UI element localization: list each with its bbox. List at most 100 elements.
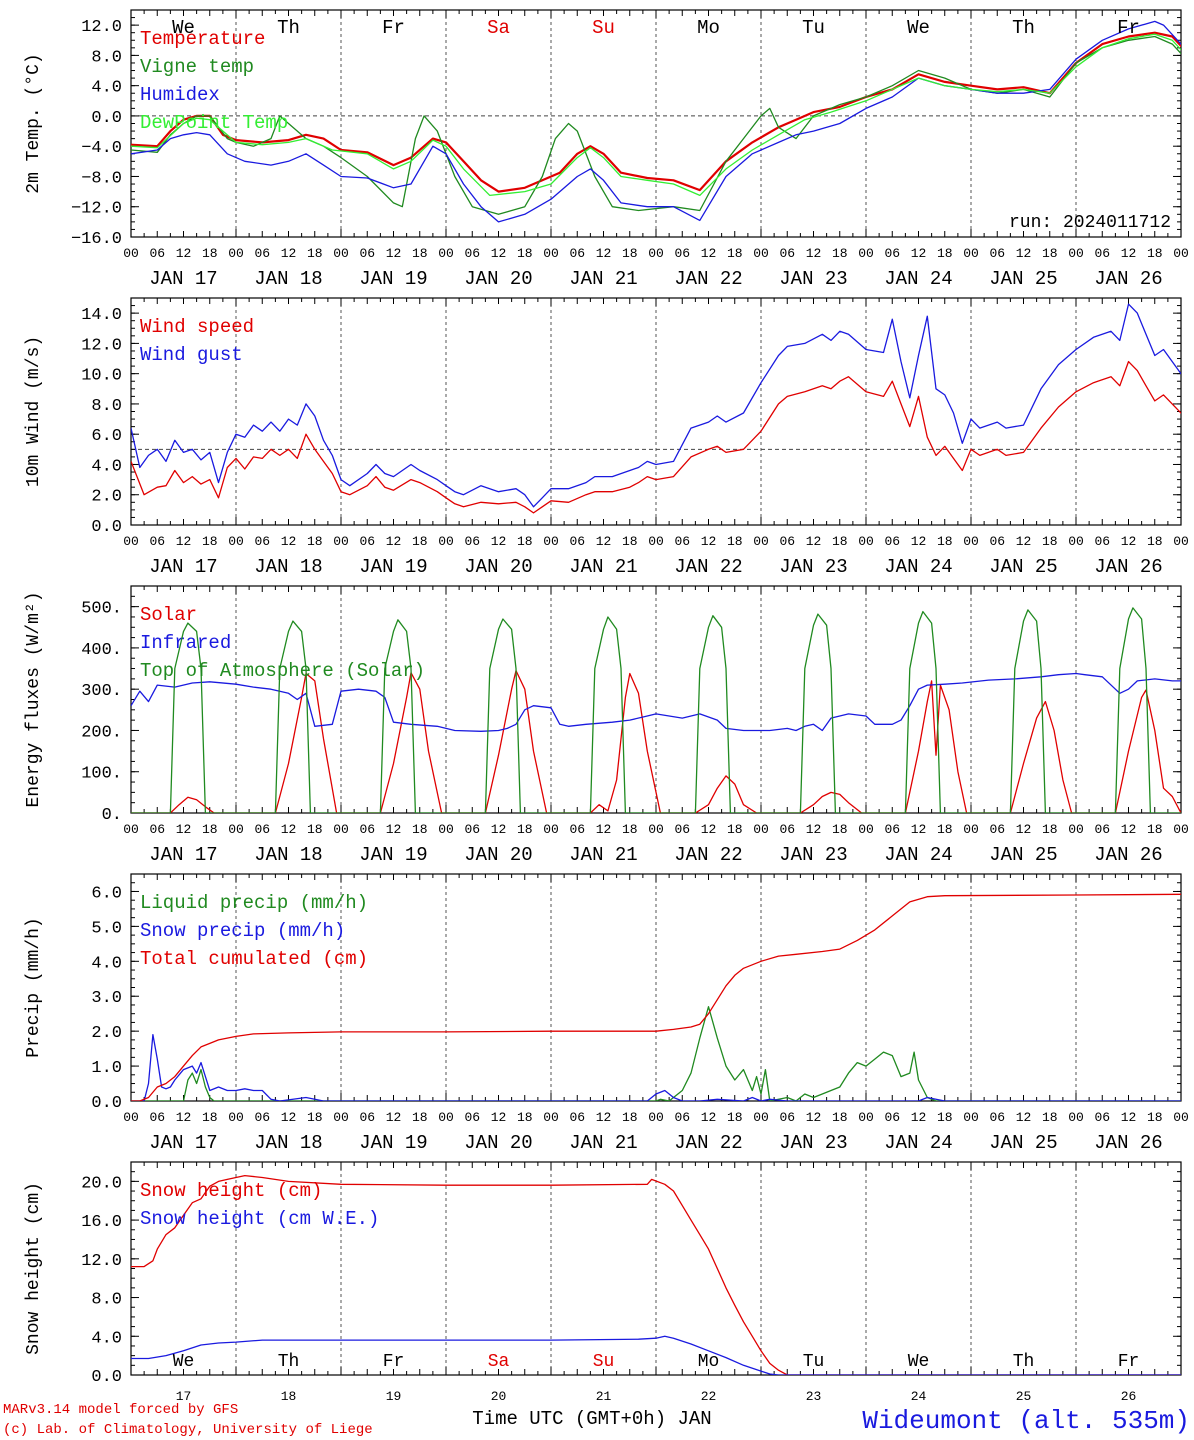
y-tick-label: 0.0 <box>91 1094 122 1113</box>
hour-tick-label: 06 <box>254 246 270 261</box>
series-line-2 <box>131 35 1181 215</box>
y-axis-label: Energy fluxes (W/m²) <box>24 591 44 807</box>
hour-tick-label: 12 <box>281 822 297 837</box>
y-tick-label: 100. <box>81 765 122 784</box>
hour-tick-label: 00 <box>1068 534 1084 549</box>
day-number-label: 21 <box>596 1389 612 1404</box>
hour-tick-label: 12 <box>1016 822 1032 837</box>
hour-tick-label: 12 <box>596 534 612 549</box>
weekday-label: Th <box>277 17 300 39</box>
weekday-label: Tu <box>802 17 825 39</box>
legend-entry-3: Total cumulated (cm) <box>140 948 368 970</box>
y-tick-label: 4.0 <box>91 457 122 476</box>
y-tick-label: 500. <box>81 600 122 619</box>
hour-tick-label: 00 <box>438 822 454 837</box>
hour-tick-label: 06 <box>884 534 900 549</box>
hour-tick-label: 00 <box>333 822 349 837</box>
y-tick-label: 0.0 <box>91 518 122 537</box>
y-axis-label: 10m Wind (m/s) <box>24 336 44 487</box>
hour-tick-label: 00 <box>228 246 244 261</box>
hour-tick-label: 12 <box>1121 1110 1137 1125</box>
hour-tick-label: 06 <box>884 1110 900 1125</box>
day-label: JAN 20 <box>464 556 532 578</box>
hour-tick-label: 12 <box>176 822 192 837</box>
hour-tick-label: 12 <box>1121 534 1137 549</box>
y-tick-label: 10.0 <box>81 367 122 386</box>
bottom-day-axis: We 17 Th 18 Fr 19 Sa 20 Su 21 Mo 22 Tu 23 We 24 Th 25 Fr 26 <box>173 1352 1140 1404</box>
weekday-label: Mo <box>697 17 720 39</box>
hour-tick-label: 00 <box>963 534 979 549</box>
day-number-label: 20 <box>491 1389 507 1404</box>
hour-tick-label: 18 <box>1147 1110 1163 1125</box>
hour-tick-label: 06 <box>569 822 585 837</box>
day-label: JAN 19 <box>359 268 427 290</box>
hour-tick-label: 06 <box>359 246 375 261</box>
day-label: JAN 19 <box>359 556 427 578</box>
day-label: JAN 25 <box>989 1132 1057 1154</box>
hour-tick-label: 00 <box>963 1110 979 1125</box>
hour-tick-label: 06 <box>149 1110 165 1125</box>
day-label: JAN 20 <box>464 268 532 290</box>
hour-tick-label: 18 <box>412 534 428 549</box>
hour-tick-label: 18 <box>307 246 323 261</box>
y-tick-label: 0. <box>102 806 122 825</box>
hour-tick-label: 00 <box>123 246 139 261</box>
hour-tick-label: 12 <box>386 1110 402 1125</box>
day-label: JAN 21 <box>569 268 637 290</box>
y-tick-label: −8.0 <box>81 169 122 188</box>
hour-tick-label: 12 <box>491 534 507 549</box>
hour-tick-label: 18 <box>622 822 638 837</box>
x-axis-label: Time UTC (GMT+0h) JAN <box>472 1408 711 1430</box>
hour-tick-label: 06 <box>254 534 270 549</box>
y-tick-label: 12.0 <box>81 18 122 37</box>
hour-tick-label: 00 <box>1173 1110 1189 1125</box>
hour-tick-label: 00 <box>543 534 559 549</box>
hour-tick-label: 18 <box>1147 534 1163 549</box>
day-label: JAN 24 <box>884 268 952 290</box>
series-line-1 <box>131 31 1181 193</box>
hour-tick-label: 12 <box>386 246 402 261</box>
hour-tick-label: 18 <box>202 246 218 261</box>
hour-tick-label: 06 <box>989 822 1005 837</box>
weekday-label-bottom: We <box>173 1352 195 1372</box>
day-label: JAN 17 <box>149 1132 217 1154</box>
day-label: JAN 18 <box>254 1132 322 1154</box>
y-tick-label: 200. <box>81 723 122 742</box>
legend-entry-1: Wind speed <box>140 316 254 338</box>
hour-tick-label: 12 <box>596 822 612 837</box>
day-label: JAN 26 <box>1094 1132 1162 1154</box>
y-tick-label: 16.0 <box>81 1213 122 1232</box>
hour-tick-label: 18 <box>412 822 428 837</box>
hour-tick-label: 00 <box>1173 822 1189 837</box>
hour-tick-label: 12 <box>1016 246 1032 261</box>
legend-entry-2: Infrared <box>140 632 231 654</box>
hour-tick-label: 00 <box>228 1110 244 1125</box>
hour-tick-label: 18 <box>307 534 323 549</box>
hour-tick-label: 00 <box>123 822 139 837</box>
series-line-3 <box>131 893 1181 1101</box>
series-line-2 <box>131 1033 1181 1101</box>
hour-tick-label: 18 <box>622 1110 638 1125</box>
hour-tick-label: 06 <box>779 822 795 837</box>
hour-tick-label: 18 <box>937 534 953 549</box>
hour-tick-label: 18 <box>1042 822 1058 837</box>
hour-tick-label: 18 <box>517 246 533 261</box>
y-tick-label: 0.0 <box>91 109 122 128</box>
hour-tick-label: 06 <box>464 1110 480 1125</box>
hour-tick-label: 18 <box>727 822 743 837</box>
weekday-label-bottom: Th <box>1013 1352 1035 1372</box>
legend-entry-3: Top of Atmosphere (Solar) <box>140 660 425 682</box>
hour-tick-label: 18 <box>832 246 848 261</box>
hour-tick-label: 18 <box>832 1110 848 1125</box>
hour-tick-label: 18 <box>517 1110 533 1125</box>
legend-entry-2: Wind gust <box>140 344 243 366</box>
hour-tick-label: 06 <box>779 534 795 549</box>
day-label: JAN 22 <box>674 556 742 578</box>
hour-tick-label: 18 <box>517 822 533 837</box>
day-label: JAN 21 <box>569 556 637 578</box>
hour-tick-label: 06 <box>674 1110 690 1125</box>
hour-tick-label: 06 <box>569 1110 585 1125</box>
day-label: JAN 25 <box>989 556 1057 578</box>
hour-tick-label: 12 <box>491 1110 507 1125</box>
hour-tick-label: 06 <box>569 534 585 549</box>
